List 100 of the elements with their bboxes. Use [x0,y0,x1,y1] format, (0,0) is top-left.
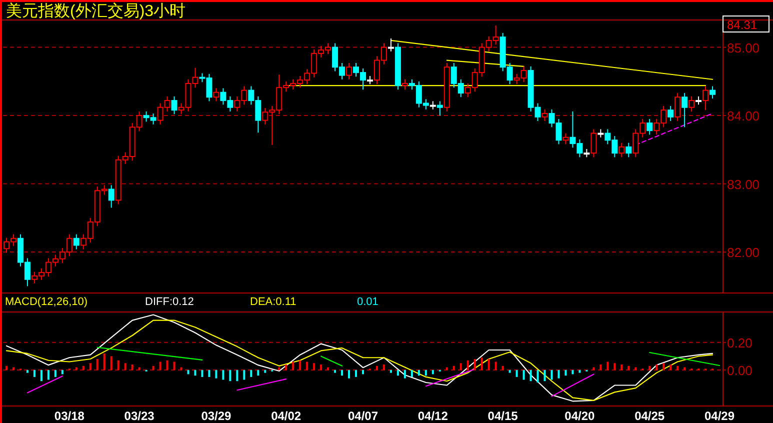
bar [536,370,539,382]
x-tick-label: 04/15 [488,409,518,423]
bar [564,370,567,376]
chart-title: MACD(12,26,10) [5,296,88,308]
bar [327,367,330,370]
bar [299,360,302,370]
text: DEA:0.11 [250,296,296,308]
bar [187,370,190,374]
bar [285,364,288,370]
bar [194,370,196,376]
candlestick [688,96,695,112]
bar [620,364,623,370]
y-tick-label: 83.00 [727,176,760,192]
candlestick [402,78,408,90]
bar [110,356,112,370]
y-tick-label: 0.20 [727,335,752,350]
candlestick [388,38,394,52]
bar [12,367,14,370]
bar [648,366,651,370]
bar [257,370,260,376]
x-tick-label: 04/12 [418,409,448,423]
y-tick-label: 85.00 [727,40,760,56]
bar [292,362,294,370]
bar [131,364,134,370]
bar [96,359,98,370]
series-label: DIFF:0.12 [145,296,194,308]
bar [250,370,252,377]
bar [578,370,581,373]
bar [306,362,308,370]
bar [572,370,574,374]
bar [138,367,140,370]
x-tick-label: 04/29 [704,409,735,423]
bar [488,359,490,370]
bar [382,364,385,370]
bar [117,360,120,370]
bar [396,370,399,376]
bar [355,370,358,377]
bar [201,370,204,377]
bar [446,367,448,370]
bar [474,359,476,370]
x-tick-label: 03/29 [201,409,232,423]
bar [222,370,224,380]
bar [40,370,42,382]
bar [662,363,665,370]
candlestick [682,92,688,128]
bar [180,367,182,370]
bar [684,367,686,370]
candlestick [590,128,597,158]
bar [334,370,336,373]
bar [124,363,126,370]
bar [5,366,8,370]
bar [376,366,378,370]
bar [47,370,50,380]
candlestick [668,105,674,122]
bar [243,370,246,380]
x-tick-label: 03/23 [124,409,155,423]
y-tick-label: 82.00 [727,245,760,260]
bar [502,366,504,370]
bar [628,366,630,370]
candlestick [702,86,709,111]
bar [236,370,238,382]
bar [516,370,518,377]
bar [558,370,560,378]
x-tick-label: 04/25 [634,409,665,423]
x-tick-label: 03/18 [54,409,85,423]
bar [432,370,434,374]
bar [634,367,637,370]
bar [544,370,546,382]
bar [264,370,266,373]
bar [480,358,483,370]
candlestick [618,142,625,158]
bar [348,370,350,378]
bar [229,370,232,382]
bar [418,370,420,376]
bar [452,366,455,370]
bar [460,363,462,370]
bar [152,366,154,370]
x-tick-label: 04/02 [271,409,302,423]
bar [61,370,64,374]
candlestick [646,118,653,136]
candlestick [436,100,443,116]
bar [313,363,316,370]
candlestick [710,86,716,99]
candlestick [171,96,178,115]
bar [278,367,280,370]
bar [33,370,36,377]
bar [670,364,672,370]
bar [54,370,56,377]
bar [404,370,406,378]
bar [522,370,525,380]
candlestick [346,62,352,80]
candlestick [562,132,569,145]
bar [166,360,168,370]
bar [466,360,469,370]
bar [89,363,92,370]
bar [362,370,364,374]
bar [320,364,322,370]
bar [173,362,176,370]
bar [530,370,532,382]
candlestick [108,184,114,208]
